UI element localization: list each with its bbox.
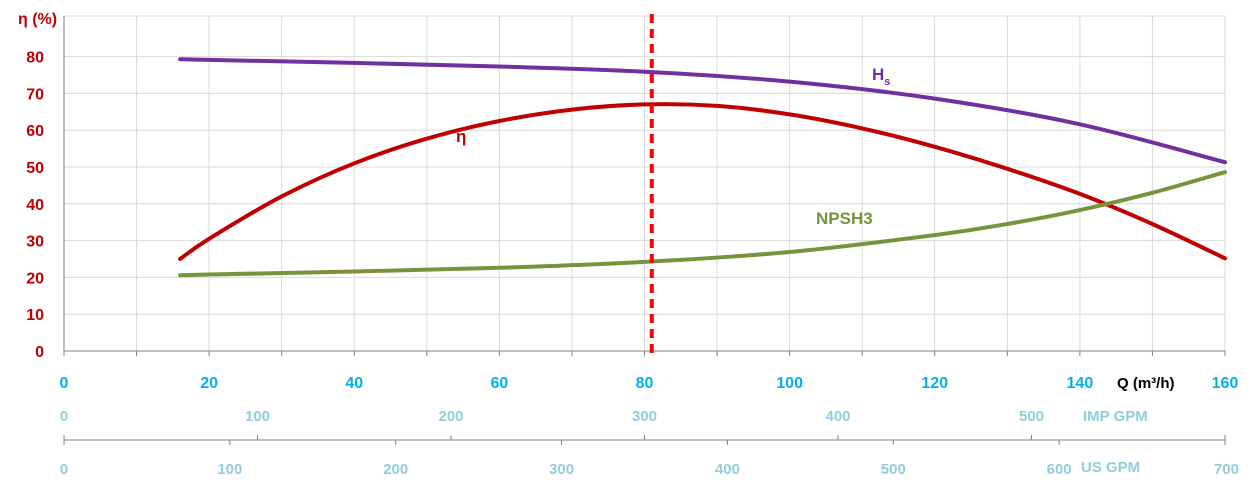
hs-label: Hs <box>872 65 890 88</box>
y-tick-label: 30 <box>26 234 44 251</box>
x-tick-label: 0 <box>60 375 69 392</box>
y-tick-label: 80 <box>26 50 44 67</box>
us-gpm-tick-label: 0 <box>60 461 68 478</box>
efficiency-curve <box>178 102 1227 261</box>
y-tick-label: 10 <box>26 307 44 324</box>
hs-curve <box>178 57 1227 165</box>
grid-lines <box>64 15 1226 351</box>
y-tick-label: 70 <box>26 86 44 103</box>
x-tick-label: 100 <box>776 375 803 392</box>
imp-gpm-tick-label: 400 <box>825 408 850 425</box>
y-tick-label: 20 <box>26 270 44 287</box>
y-tick-label: 50 <box>26 160 44 177</box>
us-gpm-axis-title: US GPM <box>1081 459 1140 476</box>
x-tick-label: 60 <box>490 375 508 392</box>
us-gpm-tick-label: 200 <box>383 461 408 478</box>
us-gpm-tick-label: 300 <box>549 461 574 478</box>
npsh3-curve <box>178 170 1227 278</box>
npsh3-label: NPSH3 <box>816 209 873 228</box>
us-gpm-tick-label: 400 <box>715 461 740 478</box>
y-tick-label: 60 <box>26 123 44 140</box>
imp-gpm-axis-title: IMP GPM <box>1083 408 1148 425</box>
x-axis-title: Q (m³/h) <box>1117 375 1175 392</box>
y-axis-ticks: 0 10 20 30 40 50 60 70 80 <box>26 50 44 361</box>
y-tick-label: 40 <box>26 197 44 214</box>
x-tick-label: 40 <box>345 375 363 392</box>
secondary-axes: 0 100 200 300 400 500 IMP GPM 0 100 200 300 400 500 6… <box>60 408 1239 478</box>
y-tick-label: 0 <box>35 344 44 361</box>
x-tick-label: 160 <box>1212 375 1239 392</box>
imp-gpm-tick-label: 100 <box>245 408 270 425</box>
hs-label-subscript: s <box>884 76 890 88</box>
axes <box>63 16 1226 356</box>
x-tick-label: 140 <box>1067 375 1094 392</box>
imp-gpm-tick-label: 200 <box>438 408 463 425</box>
imp-gpm-tick-label: 0 <box>60 408 68 425</box>
us-gpm-tick-label: 700 <box>1214 461 1239 478</box>
x-tick-label: 120 <box>921 375 948 392</box>
series-curves <box>178 57 1227 278</box>
imp-gpm-tick-label: 500 <box>1019 408 1044 425</box>
x-tick-label: 20 <box>200 375 218 392</box>
x-axis-ticks: 0 20 40 60 80 100 120 140 160 <box>60 375 1239 392</box>
x-tick-label: 80 <box>636 375 654 392</box>
efficiency-label: η <box>456 127 466 146</box>
us-gpm-tick-label: 100 <box>217 461 242 478</box>
us-gpm-tick-label: 500 <box>881 461 906 478</box>
y-axis-title: η (%) <box>18 11 57 28</box>
us-gpm-tick-label: 600 <box>1047 461 1072 478</box>
imp-gpm-tick-label: 300 <box>632 408 657 425</box>
